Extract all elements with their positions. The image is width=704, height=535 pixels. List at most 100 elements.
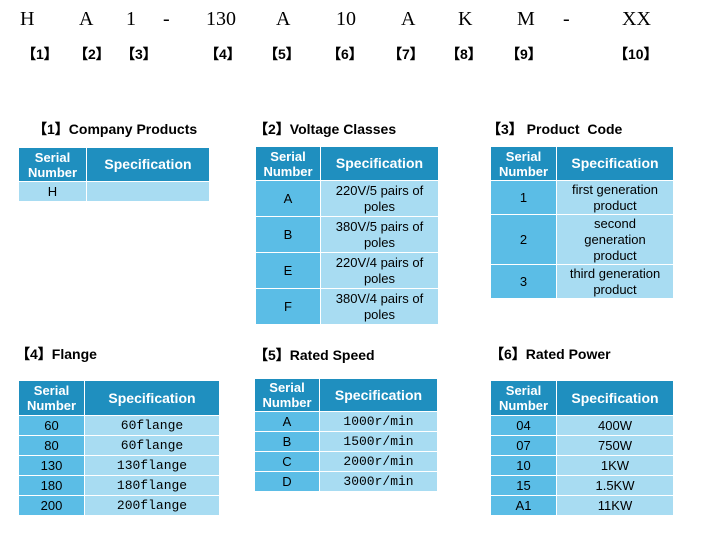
code-index: 【1】 bbox=[22, 46, 58, 62]
specification-header: Specification bbox=[86, 147, 210, 182]
serial-cell: 200 bbox=[18, 495, 85, 516]
code-part: 10 bbox=[336, 8, 356, 30]
table-row: 200 200flange bbox=[18, 495, 220, 516]
spec-cell: 60flange bbox=[84, 415, 220, 436]
spec-cell: 2000r/min bbox=[319, 451, 438, 472]
specification-header: Specification bbox=[84, 380, 220, 416]
table-row: 07 750W bbox=[490, 435, 674, 456]
table-row: 2 second generation product bbox=[490, 214, 674, 265]
table-header-row: Serial Number Specification bbox=[254, 378, 438, 412]
table-row: 10 1KW bbox=[490, 455, 674, 476]
table-row: 180 180flange bbox=[18, 475, 220, 496]
table-header-row: Serial Number Specification bbox=[18, 147, 210, 182]
table-row: E 220V/4 pairs of poles bbox=[255, 252, 439, 289]
serial-cell: 15 bbox=[490, 475, 557, 496]
serial-cell: A bbox=[254, 411, 320, 432]
table-row: A1 11KW bbox=[490, 495, 674, 516]
spec-cell: 1500r/min bbox=[319, 431, 438, 452]
serial-cell: 1 bbox=[490, 180, 557, 215]
serial-cell: 130 bbox=[18, 455, 85, 476]
table-row: 60 60flange bbox=[18, 415, 220, 436]
spec-cell: third generation product bbox=[556, 264, 674, 299]
serial-cell: 04 bbox=[490, 415, 557, 436]
serial-cell: C bbox=[254, 451, 320, 472]
code-part: 130 bbox=[206, 8, 236, 30]
code-index: 【7】 bbox=[388, 46, 424, 62]
table-row: 3 third generation product bbox=[490, 264, 674, 299]
serial-number-header: Serial Number bbox=[18, 147, 87, 182]
serial-cell: D bbox=[254, 471, 320, 492]
spec-cell: 400W bbox=[556, 415, 674, 436]
serial-cell: F bbox=[255, 288, 321, 325]
serial-cell: 60 bbox=[18, 415, 85, 436]
spec-cell: 380V/5 pairs of poles bbox=[320, 216, 439, 253]
serial-cell: 3 bbox=[490, 264, 557, 299]
serial-cell: 10 bbox=[490, 455, 557, 476]
spec-cell: 180flange bbox=[84, 475, 220, 496]
table-row: A 220V/5 pairs of poles bbox=[255, 180, 439, 217]
table-row: 1 first generation product bbox=[490, 180, 674, 215]
code-part: M bbox=[517, 8, 535, 30]
table-row: H bbox=[18, 181, 210, 202]
rated-power-table: Serial Number Specification 04 400W 07 7… bbox=[490, 380, 674, 516]
serial-cell: H bbox=[18, 181, 87, 202]
serial-cell: 2 bbox=[490, 214, 557, 265]
rated-speed-title: 【5】Rated Speed bbox=[254, 347, 375, 363]
spec-cell: 220V/4 pairs of poles bbox=[320, 252, 439, 289]
spec-cell: 220V/5 pairs of poles bbox=[320, 180, 439, 217]
specification-header: Specification bbox=[556, 146, 674, 181]
flange-table: Serial Number Specification 60 60flange … bbox=[18, 380, 220, 516]
code-index: 【3】 bbox=[121, 46, 157, 62]
company-products-title: 【1】Company Products bbox=[33, 121, 198, 137]
spec-cell: 3000r/min bbox=[319, 471, 438, 492]
code-index-row: 【1】 【2】 【3】 【4】 【5】 【6】 【7】 【8】 【9】 【10】 bbox=[0, 44, 704, 66]
table-header-row: Serial Number Specification bbox=[490, 146, 674, 181]
table-row: 15 1.5KW bbox=[490, 475, 674, 496]
serial-number-header: Serial Number bbox=[255, 146, 321, 181]
spec-cell: 380V/4 pairs of poles bbox=[320, 288, 439, 325]
code-part: K bbox=[458, 8, 473, 30]
serial-cell: 180 bbox=[18, 475, 85, 496]
specification-header: Specification bbox=[319, 378, 438, 412]
spec-cell: second generation product bbox=[556, 214, 674, 265]
code-index: 【5】 bbox=[264, 46, 300, 62]
serial-cell: A bbox=[255, 180, 321, 217]
table-row: C 2000r/min bbox=[254, 451, 438, 472]
code-part: - bbox=[563, 8, 570, 30]
voltage-classes-table: Serial Number Specification A 220V/5 pai… bbox=[255, 146, 439, 325]
spec-cell: 750W bbox=[556, 435, 674, 456]
rated-power-title: 【6】Rated Power bbox=[490, 346, 611, 362]
serial-number-header: Serial Number bbox=[490, 380, 557, 416]
code-index: 【9】 bbox=[506, 46, 542, 62]
table-row: F 380V/4 pairs of poles bbox=[255, 288, 439, 325]
code-part: - bbox=[163, 8, 170, 30]
code-part: 1 bbox=[126, 8, 136, 30]
code-index: 【10】 bbox=[614, 46, 658, 62]
spec-cell bbox=[86, 181, 210, 202]
product-code-table: Serial Number Specification 1 first gene… bbox=[490, 146, 674, 299]
voltage-classes-title: 【2】Voltage Classes bbox=[254, 121, 397, 137]
code-part: A bbox=[79, 8, 94, 30]
table-row: 130 130flange bbox=[18, 455, 220, 476]
serial-number-header: Serial Number bbox=[254, 378, 320, 412]
table-header-row: Serial Number Specification bbox=[490, 380, 674, 416]
code-part: A bbox=[401, 8, 416, 30]
code-part: XX bbox=[622, 8, 651, 30]
spec-cell: 1.5KW bbox=[556, 475, 674, 496]
table-header-row: Serial Number Specification bbox=[18, 380, 220, 416]
rated-speed-table: Serial Number Specification A 1000r/min … bbox=[254, 378, 438, 492]
spec-cell: 1KW bbox=[556, 455, 674, 476]
spec-cell: 11KW bbox=[556, 495, 674, 516]
specification-header: Specification bbox=[320, 146, 439, 181]
code-index: 【8】 bbox=[446, 46, 482, 62]
serial-number-header: Serial Number bbox=[490, 146, 557, 181]
serial-cell: A1 bbox=[490, 495, 557, 516]
serial-number-header: Serial Number bbox=[18, 380, 85, 416]
serial-cell: E bbox=[255, 252, 321, 289]
table-row: 80 60flange bbox=[18, 435, 220, 456]
code-index: 【2】 bbox=[74, 46, 110, 62]
code-index: 【4】 bbox=[205, 46, 241, 62]
specification-header: Specification bbox=[556, 380, 674, 416]
table-row: B 380V/5 pairs of poles bbox=[255, 216, 439, 253]
serial-cell: 80 bbox=[18, 435, 85, 456]
